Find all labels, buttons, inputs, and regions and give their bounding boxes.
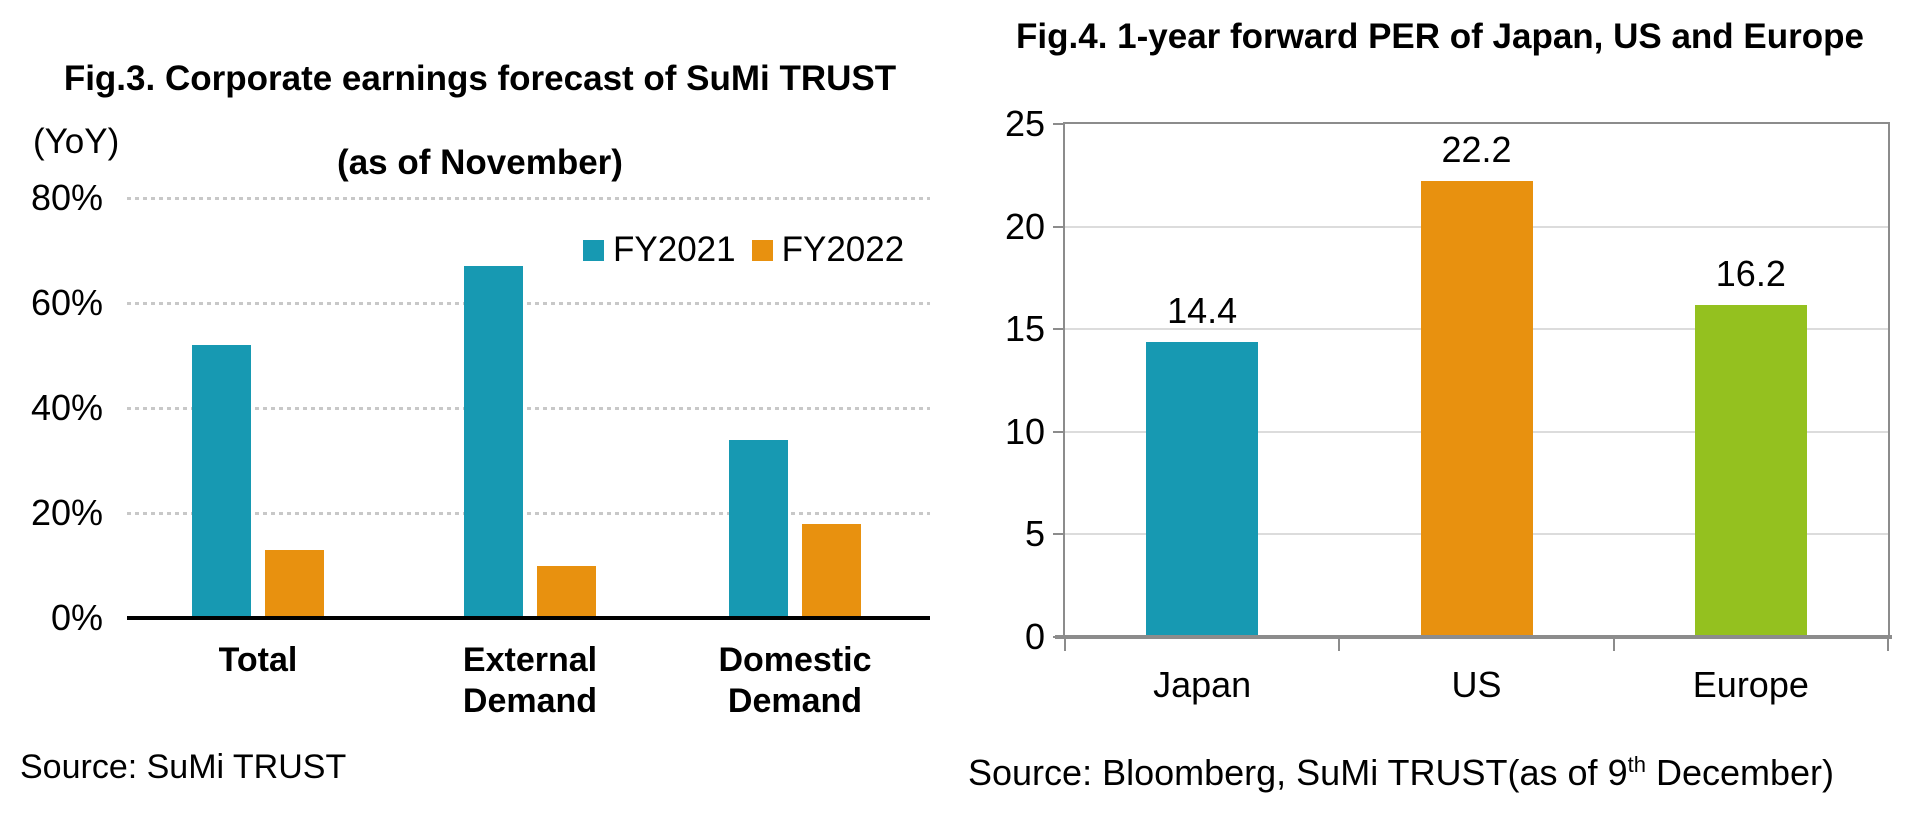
fig4-ytick-label-0: 0 <box>1024 616 1045 657</box>
fig3-legend-swatch-fy2022 <box>751 239 773 261</box>
fig3-gridline-60 <box>127 302 930 305</box>
fig4-ytick-mark-10 <box>1053 430 1065 433</box>
fig4-plot-frame <box>1063 122 1890 637</box>
fig4-xtick-mark-2 <box>1612 639 1615 651</box>
fig4-bar-value-europe: 16.2 <box>1715 252 1786 294</box>
fig4-bar-japan <box>1146 341 1259 637</box>
fig4-bar-value-us: 22.2 <box>1441 129 1512 171</box>
fig4-bar-us <box>1420 181 1533 637</box>
fig3-title: Fig.3. Corporate earnings forecast of Su… <box>0 16 960 226</box>
fig3-category-label-total: Total <box>218 641 298 679</box>
fig3-title-line2: (as of November) <box>337 143 623 182</box>
fig3-bar-fy2021-total <box>192 345 251 618</box>
fig3-gridline-20 <box>127 512 930 515</box>
fig3-legend-label-fy2022: FY2022 <box>781 230 905 269</box>
fig3-legend-item-fy2021: FY2021 <box>583 230 736 270</box>
fig3-category-label-external-demand: External Demand <box>462 641 598 720</box>
fig3-ytick-label-20: 20% <box>30 492 103 533</box>
fig4-category-label-us: US <box>1451 664 1502 705</box>
fig3-bar-fy2021-domestic-demand <box>729 439 788 618</box>
fig3-gridline-80 <box>127 197 930 200</box>
fig4-xtick-mark-0 <box>1064 639 1066 651</box>
fig4-ytick-mark-20 <box>1053 225 1065 228</box>
fig4-bar-value-japan: 14.4 <box>1167 289 1238 331</box>
fig3-x-axis <box>127 616 930 620</box>
fig4-ytick-label-10: 10 <box>1004 410 1045 452</box>
fig3-bar-fy2022-external-demand <box>537 565 596 618</box>
fig3-ytick-label-80: 80% <box>30 177 103 218</box>
fig3-category-label-domestic-demand: Domestic Demand <box>718 641 872 720</box>
fig4-ytick-label-15: 15 <box>1004 308 1045 350</box>
fig4-source-text: Source: Bloomberg, SuMi TRUST(as of 9 <box>968 752 1628 793</box>
fig3-bar-fy2021-external-demand <box>464 266 523 618</box>
fig4-title: Fig.4. 1-year forward PER of Japan, US a… <box>1016 17 1864 56</box>
fig3-ytick-label-40: 40% <box>30 387 103 428</box>
fig4-x-axis <box>1055 635 1892 639</box>
fig4-ytick-mark-25 <box>1053 123 1065 125</box>
fig3-gridline-40 <box>127 407 930 410</box>
fig3-legend-label-fy2021: FY2021 <box>613 230 736 269</box>
fig4-bar-europe <box>1694 304 1807 637</box>
fig3-bar-fy2022-domestic-demand <box>802 523 861 618</box>
fig4-ytick-mark-15 <box>1053 328 1065 331</box>
fig3-source-note: Source: SuMi TRUST <box>20 748 347 786</box>
fig4-ytick-label-25: 25 <box>1004 103 1045 144</box>
fig3-legend: FY2021 FY2022 <box>583 230 904 270</box>
fig4-source-text-end: December) <box>1645 752 1835 793</box>
fig4-source-superscript: th <box>1627 752 1646 777</box>
fig4-ytick-label-20: 20 <box>1004 205 1045 247</box>
fig3-yaxis-unit-label: (YoY) <box>33 122 120 161</box>
fig4-category-label-japan: Japan <box>1153 664 1252 705</box>
fig3-legend-item-fy2022: FY2022 <box>751 230 905 270</box>
fig4-ytick-mark-5 <box>1053 533 1065 536</box>
fig3-ytick-label-0: 0% <box>50 597 103 638</box>
fig4-ytick-label-5: 5 <box>1024 513 1045 555</box>
fig4-xtick-mark-3 <box>1887 639 1889 651</box>
fig3-legend-swatch-fy2021 <box>583 239 604 261</box>
fig3-title-line1: Fig.3. Corporate earnings forecast of Su… <box>63 59 897 98</box>
fig3-ytick-label-60: 60% <box>30 282 103 323</box>
fig4-category-label-europe: Europe <box>1692 664 1809 705</box>
fig3-bar-fy2022-total <box>265 549 324 618</box>
fig4-xtick-mark-1 <box>1338 639 1341 651</box>
fig4-source-note: Source: Bloomberg, SuMi TRUST(as of 9th … <box>968 752 1834 794</box>
